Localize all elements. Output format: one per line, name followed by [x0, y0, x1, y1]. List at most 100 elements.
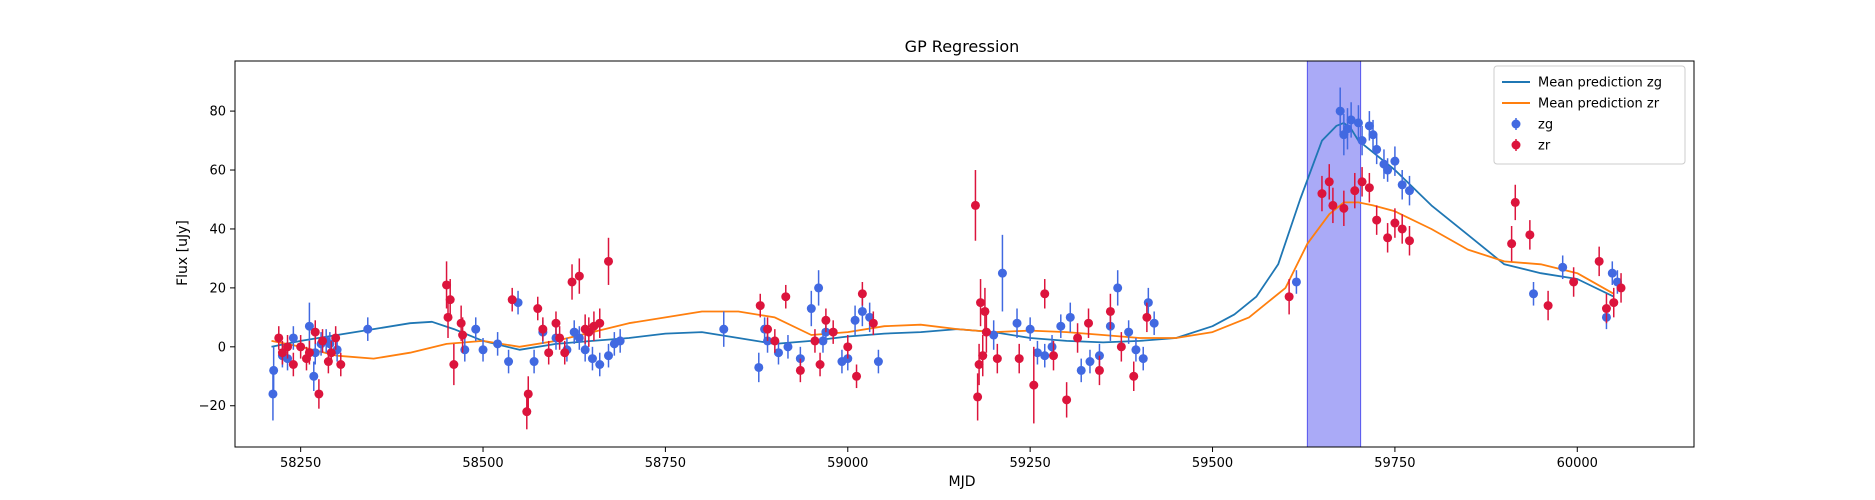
data-point [1129, 371, 1139, 381]
data-point [445, 295, 455, 305]
data-point [1339, 203, 1349, 213]
data-point [309, 371, 319, 381]
y-tick-label: 80 [209, 105, 226, 120]
data-point [288, 333, 298, 343]
data-point [1113, 283, 1123, 293]
data-point [326, 348, 336, 358]
data-point [1335, 106, 1345, 116]
data-point [754, 362, 764, 372]
x-axis-label: MJD [949, 474, 976, 490]
data-point [821, 315, 831, 325]
data-point [538, 324, 548, 334]
data-point [584, 327, 594, 337]
data-point [1569, 277, 1579, 287]
data-point [1342, 124, 1352, 134]
data-point [615, 336, 625, 346]
data-point [795, 365, 805, 375]
data-point [1357, 177, 1367, 187]
data-point [719, 324, 729, 334]
data-point [981, 327, 991, 337]
data-point [973, 392, 983, 402]
legend-label: Mean prediction zg [1538, 76, 1662, 91]
data-point [269, 365, 279, 375]
data-point [978, 351, 988, 361]
data-point [755, 301, 765, 311]
data-point [1390, 156, 1400, 166]
data-point [574, 333, 584, 343]
data-point [1390, 218, 1400, 228]
data-point [1372, 215, 1382, 225]
data-point [1601, 304, 1611, 314]
data-point [318, 336, 328, 346]
y-tick-label: −20 [199, 399, 226, 414]
x-tick-label: 59250 [1009, 456, 1050, 471]
data-point [783, 342, 793, 352]
data-point [1149, 318, 1159, 328]
x-tick-label: 60000 [1557, 456, 1598, 471]
data-point [449, 359, 459, 369]
data-point [580, 345, 590, 355]
y-tick-label: 20 [209, 281, 226, 296]
data-point [1084, 318, 1094, 328]
data-point [1543, 301, 1553, 311]
legend-point-swatch [1511, 119, 1521, 129]
data-point [471, 324, 481, 334]
chart-title: GP Regression [905, 37, 1020, 56]
data-point [560, 348, 570, 358]
data-point [555, 333, 565, 343]
data-point [814, 283, 824, 293]
data-point [992, 354, 1002, 364]
data-point [325, 339, 335, 349]
data-point [1032, 348, 1042, 358]
data-point [1048, 351, 1058, 361]
data-point [443, 312, 453, 322]
data-point [1525, 230, 1535, 240]
data-point [458, 330, 468, 340]
legend-label: Mean prediction zr [1538, 97, 1660, 112]
data-point [857, 306, 867, 316]
data-point [770, 336, 780, 346]
data-point [1047, 342, 1057, 352]
legend-point-swatch [1511, 140, 1521, 150]
data-point [314, 389, 324, 399]
data-point [781, 292, 791, 302]
data-point [1076, 365, 1086, 375]
x-tick-label: 58750 [645, 456, 686, 471]
data-point [1507, 239, 1517, 249]
data-point [544, 348, 554, 358]
data-point [1350, 186, 1360, 196]
data-point [1364, 121, 1374, 131]
data-point [989, 330, 999, 340]
data-point [1357, 136, 1367, 146]
data-point [504, 357, 514, 367]
y-tick-label: 60 [209, 164, 226, 179]
data-point [304, 348, 314, 358]
data-point [363, 324, 373, 334]
data-point [595, 318, 605, 328]
data-point [970, 200, 980, 210]
data-point [1529, 289, 1539, 299]
data-point [478, 345, 488, 355]
series-line-0 [271, 122, 1615, 351]
data-point [1364, 183, 1374, 193]
x-tick-label: 59750 [1374, 456, 1415, 471]
data-point [310, 327, 320, 337]
data-point [604, 256, 614, 266]
data-point [1558, 262, 1568, 272]
data-point [1105, 306, 1115, 316]
data-point [1607, 268, 1617, 278]
data-point [595, 359, 605, 369]
data-point [507, 295, 517, 305]
data-point [523, 389, 533, 399]
data-point [873, 357, 883, 367]
data-point [1029, 380, 1039, 390]
data-point [1372, 144, 1382, 154]
data-point [1040, 351, 1050, 361]
data-point [522, 407, 532, 417]
data-point [997, 268, 1007, 278]
data-point [493, 339, 503, 349]
data-point [1510, 197, 1520, 207]
data-point [1040, 289, 1050, 299]
data-point [1094, 365, 1104, 375]
